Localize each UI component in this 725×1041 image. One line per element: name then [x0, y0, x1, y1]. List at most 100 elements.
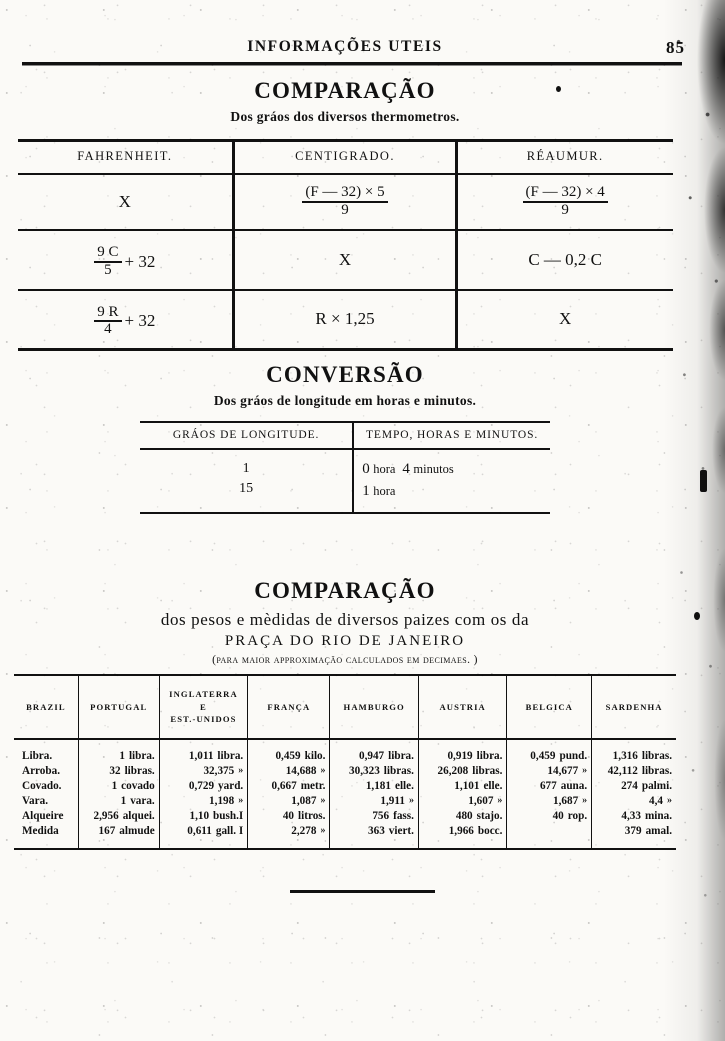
measure-value: 1,181 — [365, 780, 391, 793]
fraction-numerator: 9 C — [94, 244, 122, 263]
measure-value: 0,611 — [187, 825, 212, 838]
measure-unit: rop. — [567, 810, 588, 823]
measure-value: 480 — [455, 810, 473, 823]
measure-unit: » — [320, 795, 326, 807]
value-x: X — [118, 192, 131, 211]
section-measures-subtitle: dos pesos e mèdidas de diversos paizes c… — [160, 610, 530, 629]
running-head: INFORMAÇÕES UTEIS — [247, 38, 443, 55]
cell-portugal: 1 covado — [77, 779, 160, 794]
cell-r-r0: (F — 32) × 4 9 — [454, 174, 673, 230]
measure-unit: libras. — [124, 765, 155, 778]
measure-unit: yard. — [218, 780, 244, 793]
col-header-fahrenheit: FAHRENHEIT. — [17, 140, 234, 175]
measure-unit: covado — [121, 780, 155, 793]
cell-f-r2: 9 R 4 + 32 — [17, 288, 234, 350]
measure-unit: alquei. — [122, 810, 155, 823]
cell-hamburgo: 756 fass. — [329, 809, 419, 824]
measure-unit: libra. — [476, 750, 503, 763]
cell-portugal: 2,956 alquei. — [77, 809, 160, 824]
fraction-plus: 9 C 5 + 32 — [94, 244, 156, 279]
col-header-franca: FRANÇA — [247, 675, 330, 740]
measure-pair: 0,459 pund. — [511, 749, 587, 764]
fraction-numerator: (F — 32) × 4 — [522, 184, 608, 203]
measure-value: 14,688 — [285, 765, 317, 778]
measure-value: 32 — [109, 765, 121, 778]
measure-value: 1,011 — [188, 750, 214, 763]
measure-unit: almude — [119, 825, 155, 838]
scan-blot — [694, 612, 700, 620]
cell-brazil: Alqueire — [22, 810, 64, 823]
measure-pair: 0,947 libra. — [334, 749, 414, 764]
measure-unit: bocc. — [477, 825, 503, 838]
measure-unit: » — [320, 765, 326, 777]
measure-pair: 1 libra. — [83, 749, 155, 764]
time-hours-unit: hora — [373, 462, 396, 476]
cell-c-r0: (F — 32) × 5 9 — [232, 174, 457, 230]
measures-table: BRAZIL PORTUGAL INGLATERRA E EST.-UNIDOS… — [14, 674, 676, 850]
cell-belgica: 40 rop. — [506, 809, 592, 824]
measure-pair: 1,10 bush.I — [164, 809, 243, 824]
table-row: 1 15 0 hora 4 minutos 1 hora — [140, 449, 550, 513]
measure-pair: 1,966 bocc. — [423, 824, 503, 839]
measures-body: Libra. 1 libra. 1,011 libra. 0,459 kilo. 0,947 l… — [14, 739, 676, 849]
fraction-denominator: 5 — [104, 261, 112, 278]
cell-brazil: Libra. — [22, 750, 53, 763]
cell-inglaterra: 1,10 bush.I — [158, 809, 248, 824]
measure-unit: vara. — [130, 795, 155, 808]
cell-sardenha: 4,33 mina. — [591, 809, 676, 824]
measure-pair: 0,667 metr. — [252, 779, 326, 794]
cell-inglaterra: 0,611 gall. I — [158, 824, 248, 849]
measure-unit: libras. — [383, 765, 414, 778]
thermometer-header-row: FAHRENHEIT. CENTIGRADO. RÉAUMUR. — [17, 140, 673, 175]
measure-value: 0,459 — [275, 750, 301, 763]
fraction: 9 R 4 — [94, 304, 122, 339]
measure-pair: 756 fass. — [334, 809, 414, 824]
measure-unit: » — [582, 765, 588, 777]
conversion-header-row: GRÁOS DE LONGITUDE. TEMPO, HORAS E MINUT… — [140, 422, 550, 450]
measure-pair: 379 amal. — [596, 824, 672, 839]
measure-value: 274 — [621, 780, 638, 793]
cell-belgica: 14,677» — [506, 764, 592, 779]
measure-unit: stajo. — [476, 810, 503, 823]
measure-unit: viert. — [388, 825, 414, 838]
measure-value: 0,667 — [271, 780, 297, 793]
measure-unit: bush.I — [213, 810, 244, 823]
measure-unit: libras. — [641, 765, 672, 778]
measure-pair: 0,729 yard. — [164, 779, 243, 794]
section-measures-note: (para maior approximação calculados em d… — [212, 654, 478, 666]
measure-pair: 2,956 alquei. — [83, 809, 155, 824]
measure-pair: 480 stajo. — [423, 809, 503, 824]
table-row: Vara. 1 vara. 1,198» 1,087» 1,911» 1,607» 1,687… — [14, 794, 676, 809]
measure-pair: 32,375» — [164, 764, 243, 779]
fraction: (F — 32) × 4 9 — [522, 184, 608, 219]
measure-pair: 1,687» — [511, 794, 587, 809]
cell-portugal: 32 libras. — [77, 764, 160, 779]
measure-unit: kilo. — [304, 750, 326, 763]
col-header-line-1: INGLATERRA — [169, 689, 238, 700]
cell-degrees: 1 15 — [140, 449, 353, 513]
cell-f-r0: X — [18, 174, 234, 230]
measure-unit: auna. — [560, 780, 588, 793]
cell-hamburgo: 30,323 libras. — [329, 764, 419, 779]
measure-unit: litros. — [298, 810, 326, 823]
fraction-suffix: + 32 — [124, 251, 156, 271]
cell-franca: 1,087» — [247, 794, 330, 809]
measure-pair: 167 almude — [83, 824, 155, 839]
measure-unit: elle. — [483, 780, 503, 793]
measure-unit: amal. — [645, 825, 672, 838]
measure-value: 2,956 — [93, 810, 119, 823]
measure-value: 42,112 — [607, 765, 638, 778]
measure-unit: libra. — [128, 750, 155, 763]
scan-blot — [700, 470, 707, 492]
section-measures-subtitle2: PRAÇA DO RIO DE JANEIRO — [224, 633, 466, 649]
measure-value: 0,729 — [188, 780, 215, 793]
measure-value: 2,278 — [291, 825, 317, 838]
cell-portugal: 167 almude — [77, 824, 160, 849]
degree-value: 15 — [239, 481, 254, 497]
col-header-reaumur: RÉAUMUR. — [454, 140, 673, 175]
measures-header-row: BRAZIL PORTUGAL INGLATERRA E EST.-UNIDOS… — [14, 675, 676, 740]
measure-unit: metr. — [300, 780, 326, 793]
measure-unit: palmi. — [641, 780, 672, 793]
fraction-plus: 9 R 4 + 32 — [94, 304, 155, 339]
time-entry: 0 hora 4 minutos — [362, 459, 542, 481]
